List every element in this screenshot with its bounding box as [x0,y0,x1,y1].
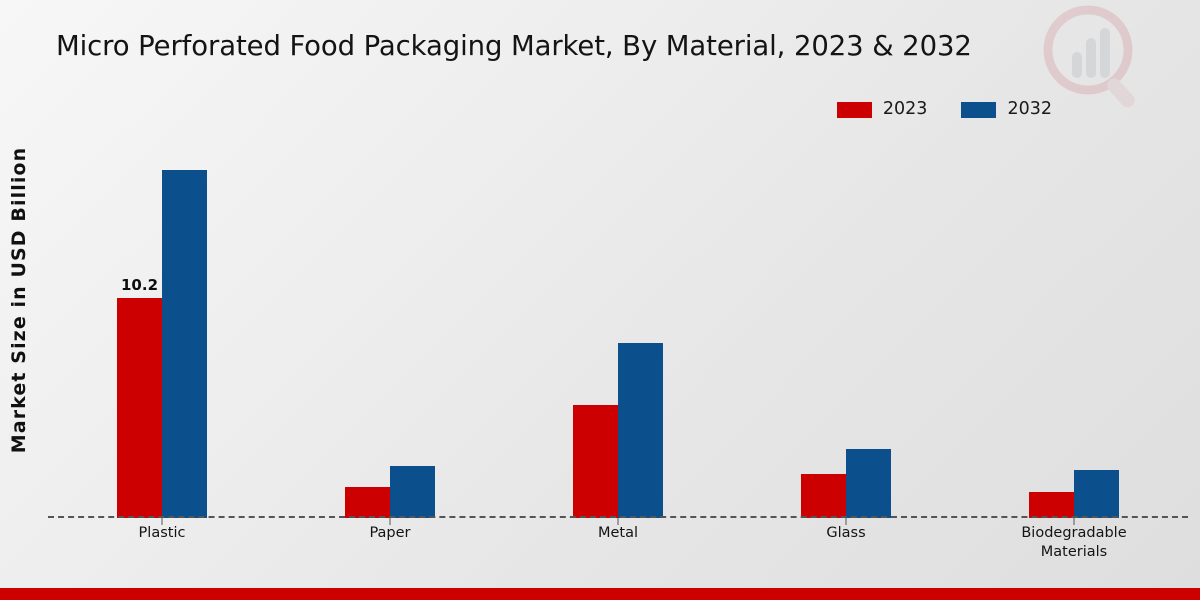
legend-swatch-2032-icon [961,101,997,118]
x-axis-category-label: Plastic [138,525,186,541]
legend-item-2032[interactable]: 2032 [961,99,1052,119]
chart-title: Micro Perforated Food Packaging Market, … [56,30,972,62]
bar-2032[interactable] [162,170,207,518]
legend-label-2023: 2023 [882,99,928,119]
x-axis-category-label: Paper [369,525,411,541]
bar-2032[interactable] [846,448,891,518]
bar-group [960,140,1188,525]
x-axis-tick [1073,518,1075,525]
bar-2023[interactable]: 10.2 [117,276,162,518]
x-axis-tick [161,518,163,525]
legend-swatch-2023-icon [836,101,872,118]
bar-group [504,140,732,525]
x-axis-tick [617,518,619,525]
bar-2023[interactable] [1029,492,1074,518]
bar-groups: 10.2 [48,140,1188,525]
bottom-accent-band [0,588,1200,600]
bar-2023[interactable] [345,486,390,518]
bar-2032[interactable] [1074,470,1119,518]
y-axis-title: Market Size in USD Billion [8,146,30,454]
chart-legend: 2023 2032 [836,99,1052,119]
bar-2023[interactable] [801,473,846,518]
plot-area: 10.2 [48,140,1188,525]
x-axis-category-label: Glass [826,525,866,541]
x-axis-category-labels: Plastic Paper Metal Glass Biodegradable Mate… [48,524,1188,562]
x-axis-tick [389,518,391,525]
bar-2032[interactable] [390,466,435,518]
legend-label-2032: 2032 [1007,99,1052,119]
bar-group [732,140,960,525]
x-axis-category-label: Metal [597,525,639,541]
bar-value-label: 10.2 [120,275,159,294]
x-axis-tick [845,518,847,525]
legend-item-2023[interactable]: 2023 [836,99,928,119]
bar-2032[interactable] [618,343,663,518]
x-axis-category-label: Biodegradable Materials [1021,525,1127,560]
bar-2023[interactable] [573,404,618,518]
x-axis-baseline [48,516,1188,518]
bar-group: 10.2 [48,140,276,525]
bar-group [276,140,504,525]
